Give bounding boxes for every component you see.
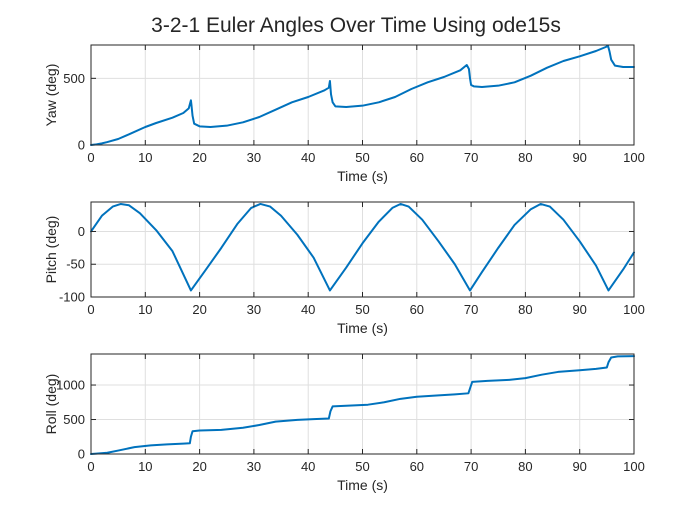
roll-x-tick-label: 0 xyxy=(87,459,94,474)
roll-y-tick-label: 500 xyxy=(63,412,85,427)
yaw-x-tick-label: 70 xyxy=(464,150,478,165)
yaw-x-tick-label: 50 xyxy=(355,150,369,165)
roll-x-axis-label: Time (s) xyxy=(337,477,388,493)
pitch-subplot: 0 10 20 30 40 50 60 70 80 90 100 -100 -50 0 Time (s) Pi… xyxy=(43,201,645,336)
pitch-x-tick-label: 100 xyxy=(623,302,645,317)
pitch-x-tick-label: 90 xyxy=(572,302,586,317)
yaw-x-tick-label: 90 xyxy=(572,150,586,165)
yaw-x-tick-label: 10 xyxy=(138,150,152,165)
yaw-x-tick-label: 40 xyxy=(301,150,315,165)
roll-y-tick-label: 1000 xyxy=(56,378,85,393)
roll-x-tick-label: 40 xyxy=(301,459,315,474)
roll-x-tick-label: 80 xyxy=(518,459,532,474)
pitch-x-tick-label: 20 xyxy=(192,302,206,317)
roll-x-tick-label: 20 xyxy=(192,459,206,474)
pitch-x-axis-label: Time (s) xyxy=(337,320,388,336)
yaw-x-tick-label: 30 xyxy=(247,150,261,165)
roll-x-tick-label: 100 xyxy=(623,459,645,474)
pitch-x-tick-label: 30 xyxy=(247,302,261,317)
yaw-y-axis-label: Yaw (deg) xyxy=(43,64,59,127)
roll-series-line xyxy=(90,355,635,455)
roll-y-tick-label: 0 xyxy=(78,447,85,462)
pitch-y-tick-label: -50 xyxy=(66,257,85,272)
pitch-series-line xyxy=(90,202,635,292)
yaw-y-tick-label: 0 xyxy=(78,138,85,153)
pitch-x-tick-label: 40 xyxy=(301,302,315,317)
pitch-x-tick-label: 0 xyxy=(87,302,94,317)
yaw-x-tick-label: 0 xyxy=(87,150,94,165)
yaw-x-tick-label: 100 xyxy=(623,150,645,165)
roll-x-tick-label: 70 xyxy=(464,459,478,474)
yaw-x-axis-label: Time (s) xyxy=(337,168,388,184)
pitch-x-tick-label: 80 xyxy=(518,302,532,317)
roll-x-tick-label: 10 xyxy=(138,459,152,474)
pitch-x-tick-label: 70 xyxy=(464,302,478,317)
pitch-y-axis-label: Pitch (deg) xyxy=(43,216,59,284)
pitch-x-tick-label: 50 xyxy=(355,302,369,317)
yaw-x-tick-label: 20 xyxy=(192,150,206,165)
yaw-y-tick-label: 500 xyxy=(63,71,85,86)
pitch-x-tick-label: 60 xyxy=(410,302,424,317)
yaw-x-tick-label: 60 xyxy=(410,150,424,165)
roll-x-tick-label: 60 xyxy=(410,459,424,474)
roll-x-tick-label: 30 xyxy=(247,459,261,474)
pitch-y-tick-label: -100 xyxy=(59,290,85,305)
roll-x-tick-label: 50 xyxy=(355,459,369,474)
chart-title: 3-2-1 Euler Angles Over Time Using ode15… xyxy=(151,14,561,37)
yaw-series-line xyxy=(90,44,635,146)
yaw-subplot: 0 10 20 30 40 50 60 70 80 90 100 0 500 Time (s) Yaw (d… xyxy=(43,44,645,184)
roll-y-axis-label: Roll (deg) xyxy=(43,374,59,435)
pitch-x-tick-label: 10 xyxy=(138,302,152,317)
yaw-x-tick-label: 80 xyxy=(518,150,532,165)
pitch-y-tick-label: 0 xyxy=(78,224,85,239)
roll-x-tick-label: 90 xyxy=(572,459,586,474)
